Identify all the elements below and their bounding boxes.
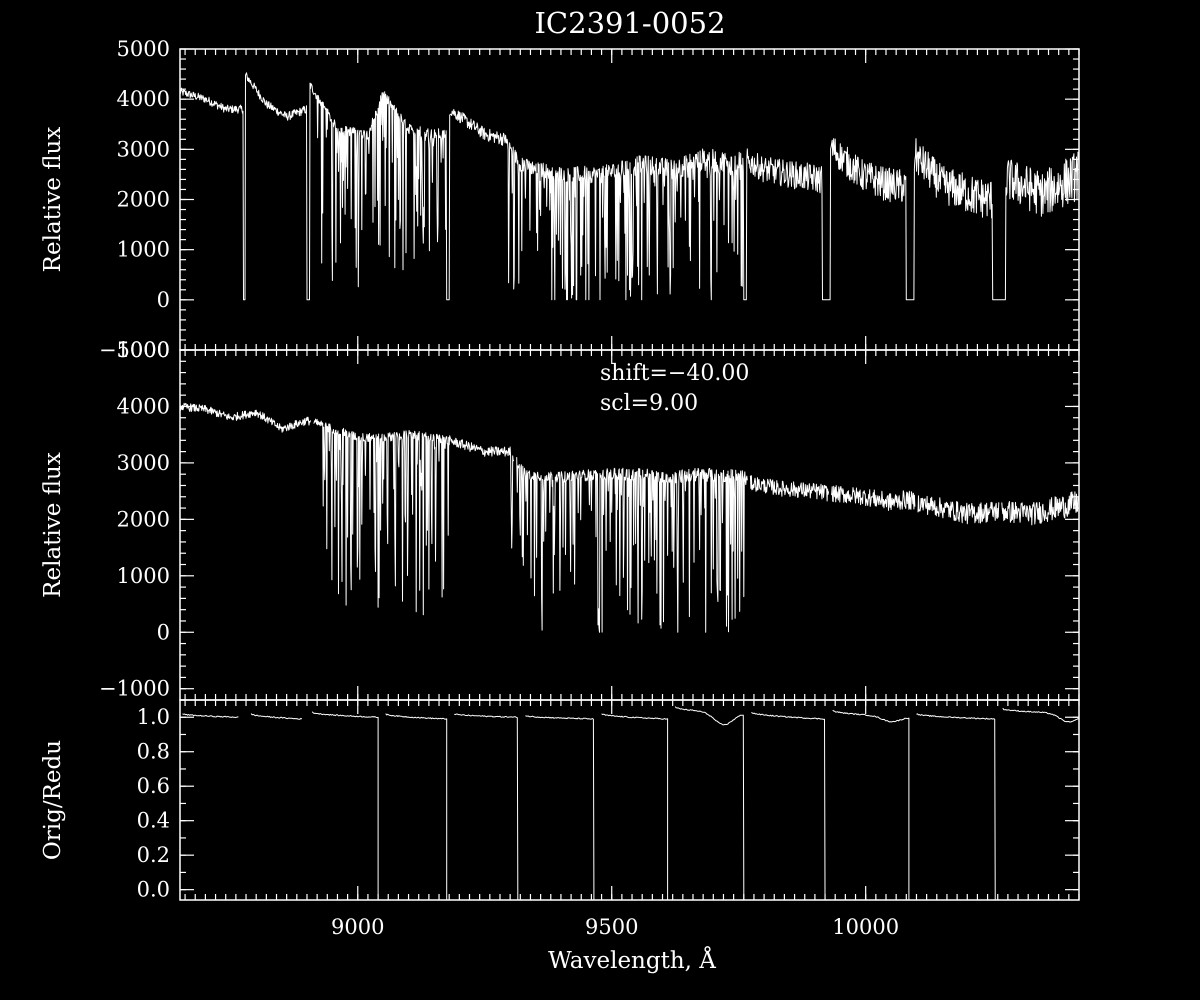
panel-middle-reduced-spectrum: −1000 0 1000 2000 3000 4000 5000 Relative flux s…	[40, 338, 1080, 701]
y-axis-label: Relative flux	[40, 452, 66, 598]
y-tick-label: 0	[157, 620, 170, 644]
x-axis-label: Wavelength, Å	[548, 946, 716, 974]
y-tick-label: 2000	[117, 507, 170, 531]
x-tick-label: 9000	[331, 915, 384, 939]
plot-frame	[179, 699, 1080, 901]
y-tick-label: 0.6	[137, 774, 170, 798]
y-tick-label: 0.4	[137, 809, 170, 833]
annotation-text: shift=−40.00	[600, 361, 749, 386]
x-tick-label: 9500	[585, 915, 638, 939]
y-axis-label: Orig/Redu	[40, 740, 66, 860]
x-tick-label: 10000	[832, 915, 899, 939]
y-tick-label: 0.0	[137, 878, 170, 902]
y-tick-label: 1.0	[137, 705, 170, 729]
panel-top-original-spectrum: −1000 0 1000 2000 3000 4000 5000 Relative flux	[40, 37, 1080, 362]
y-tick-label: 5000	[117, 338, 170, 362]
ratio-segment-trace	[601, 713, 669, 900]
ratio-segment-trace	[832, 709, 910, 900]
y-tick-label: 4000	[117, 394, 170, 418]
reduced-spectrum-trace	[179, 402, 1080, 633]
y-tick-label: 3000	[117, 137, 170, 161]
annotation-text: scl=9.00	[600, 391, 698, 416]
y-tick-label: 3000	[117, 451, 170, 475]
y-axis-label: Relative flux	[40, 127, 66, 273]
y-tick-label: 1000	[117, 564, 170, 588]
ratio-segment-trace	[751, 711, 826, 900]
ratio-segment-trace	[916, 713, 996, 900]
y-tick-label: 0.8	[137, 740, 170, 764]
y-tick-label: 0	[157, 288, 170, 312]
ratio-segment-trace	[182, 713, 239, 718]
y-tick-label: 2000	[117, 188, 170, 212]
y-tick-label: 0.2	[137, 843, 170, 867]
y-tick-label: −1000	[99, 677, 170, 701]
y-tick-label: 5000	[117, 37, 170, 61]
y-tick-label: 1000	[117, 238, 170, 262]
ratio-segment-trace	[525, 715, 595, 900]
original-spectrum-trace	[179, 72, 1080, 301]
panel-bottom-ratio: 0.0 0.2 0.4 0.6 0.8 1.0 9000 9500 10000 Orig/Redu	[40, 699, 1080, 939]
ratio-segment-trace	[1002, 707, 1080, 723]
y-tick-label: 4000	[117, 87, 170, 111]
ratio-segment-trace	[250, 713, 303, 720]
y-tick-label: −1000	[99, 338, 170, 362]
ratio-segment-trace	[674, 706, 745, 900]
ratio-segment-trace	[385, 713, 448, 900]
figure-title: IC2391-0052	[534, 6, 725, 40]
ratio-segment-trace	[454, 713, 519, 900]
ratio-segment-trace	[311, 711, 379, 900]
